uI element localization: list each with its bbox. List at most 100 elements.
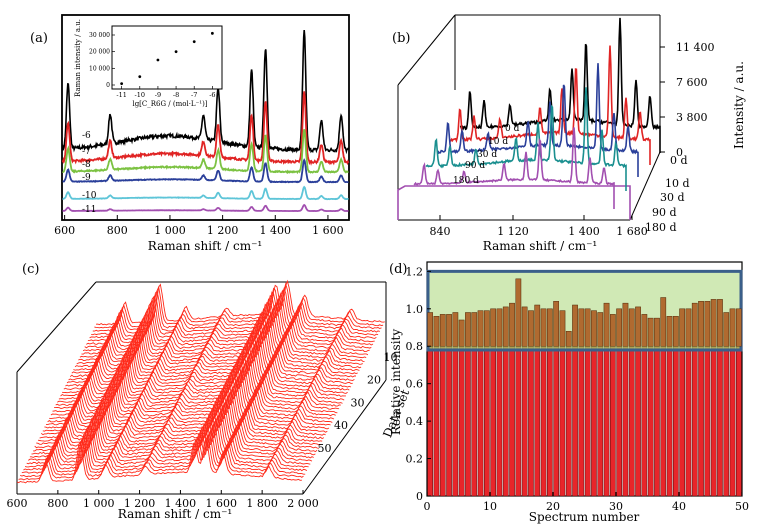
x-tick-label: 800 xyxy=(47,497,68,510)
panel-b-z-axis-label: Intensity / a.u. xyxy=(732,61,746,149)
spectrum-180 d xyxy=(413,127,615,209)
bar-lower xyxy=(723,349,730,497)
bar-upper-overlay xyxy=(685,308,692,347)
inset-x-tick-label: -7 xyxy=(191,91,197,99)
panel-b-3d-box xyxy=(397,14,661,221)
bar-upper-overlay xyxy=(496,308,503,347)
panel-d-highlight-band xyxy=(426,269,743,352)
bar-upper-overlay xyxy=(666,316,673,347)
box-edge xyxy=(629,151,661,221)
bar-lower xyxy=(622,349,629,497)
bar-lower xyxy=(691,349,698,497)
bar-lower xyxy=(698,349,704,497)
bar-lower xyxy=(540,349,547,497)
bar-upper-overlay xyxy=(679,308,685,347)
spectrum--6 xyxy=(61,30,350,155)
bar-lower xyxy=(471,349,478,497)
spectrum-line xyxy=(21,428,308,474)
bar-upper-overlay xyxy=(610,314,616,347)
y-tick-label: 0.8 xyxy=(406,340,424,353)
inset-x-axis-label: lg[C_R6G / (mol·L⁻¹)] xyxy=(132,100,207,108)
inset-point xyxy=(192,40,196,44)
panel-a-frame xyxy=(61,14,350,221)
bar-lower xyxy=(477,349,484,497)
inset-point xyxy=(174,50,178,54)
panel-a-inset: -11 -10 -9 -8 -7 -6 0 10 000 20 000 30 000 lg[C_R… xyxy=(74,19,223,108)
bar-upper-overlay xyxy=(515,278,522,347)
spectrum-line xyxy=(26,418,313,465)
bar-lower xyxy=(484,349,490,497)
inset-point xyxy=(138,75,142,79)
bar-lower xyxy=(427,349,433,497)
x-tick-label: 50 xyxy=(735,500,749,513)
x-tick-label: 1 200 xyxy=(207,224,239,237)
y-tick-label: 40 xyxy=(334,419,348,432)
z-tick-label: 7 600 xyxy=(676,76,708,89)
bar-lower xyxy=(565,349,572,497)
bar-upper-overlay xyxy=(603,302,610,347)
bar-lower xyxy=(446,349,452,497)
bar-upper-overlay xyxy=(528,310,534,347)
x-tick-label: 1 200 xyxy=(124,497,156,510)
x-tick-label: 0 xyxy=(424,500,431,513)
bar-upper-overlay xyxy=(559,310,566,347)
inset-x-tick-label: -9 xyxy=(155,91,161,99)
inset-x-tick-label: -10 xyxy=(135,91,145,99)
bar-lower xyxy=(717,349,723,497)
inset-y-tick-label: 20 000 xyxy=(89,49,110,56)
series-label: -11 xyxy=(82,205,97,215)
panel-b-ticks: 840 1 120 1 400 1 680 0 3 800 7 600 11 400 xyxy=(430,41,715,238)
bar-lower xyxy=(509,349,515,497)
series-label-inline: 30 d xyxy=(477,150,497,160)
bar-lower xyxy=(452,349,459,497)
series-label-inline: 180 d xyxy=(453,176,479,186)
series-label: -6 xyxy=(82,131,91,141)
y-tick-label: 50 xyxy=(318,442,332,455)
spectrum-line xyxy=(18,433,304,481)
bar-lower xyxy=(591,349,597,497)
panel-c-label: (c) xyxy=(22,262,39,277)
inset-point xyxy=(120,82,124,86)
spectrum--7 xyxy=(61,91,350,166)
y-tick-label: 1.2 xyxy=(406,265,424,278)
series-label: -7 xyxy=(82,147,91,157)
inset-point xyxy=(156,58,160,62)
bar-upper-overlay xyxy=(458,319,465,347)
series-label-depth: 30 d xyxy=(660,191,685,204)
x-tick-label: 1 000 xyxy=(154,224,186,237)
bar-lower xyxy=(572,349,578,497)
bar-upper-overlay xyxy=(502,306,509,347)
x-tick-label: 1 400 xyxy=(165,497,197,510)
y-tick-label: 10 xyxy=(384,351,398,364)
bar-lower xyxy=(490,349,496,497)
bar-upper-overlay xyxy=(591,310,597,347)
spectrum--8 xyxy=(62,129,349,175)
y-tick-label: 0.6 xyxy=(406,378,424,391)
panel-d: (d) 0 10 20 30 40 50 0 0.2 0.4 0.6 0.8 1.0 1.2 Spect… xyxy=(389,261,749,524)
bar-lower xyxy=(673,349,679,497)
bar-lower xyxy=(515,349,522,497)
bar-upper-overlay xyxy=(584,308,591,347)
front-floor-line xyxy=(397,185,631,220)
x-tick-label: 1 120 xyxy=(497,225,529,238)
z-tick-label: 3 800 xyxy=(676,111,708,124)
panel-d-frame xyxy=(426,261,743,497)
bar-upper-overlay xyxy=(471,312,478,347)
bar-upper-overlay xyxy=(534,304,541,347)
bar-lower xyxy=(616,349,622,497)
inset-points xyxy=(120,31,214,86)
y-tick-label: 20 xyxy=(367,374,381,387)
bar-upper-overlay xyxy=(673,316,679,347)
bar-lower xyxy=(458,349,465,497)
panel-b-x-axis-label: Raman shift / cm⁻¹ xyxy=(483,239,597,253)
bar-upper-overlay xyxy=(597,312,604,347)
panel-c-spectra xyxy=(16,279,385,484)
series-label: -10 xyxy=(82,191,97,201)
spectrum-line xyxy=(20,431,306,477)
spectrum--10 xyxy=(62,185,349,201)
bar-lower xyxy=(647,349,654,497)
bar-lower xyxy=(635,349,641,497)
